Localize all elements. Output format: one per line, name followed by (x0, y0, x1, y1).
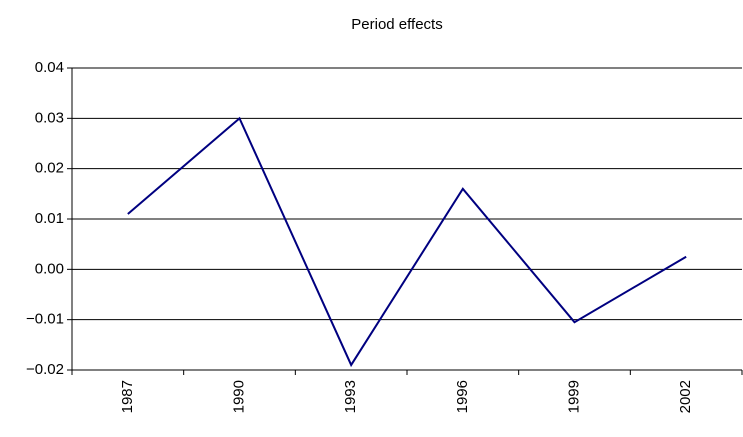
line-series (127, 116, 687, 368)
x-tick-label: 1993 (342, 380, 359, 413)
x-tick-label: 1987 (119, 380, 136, 413)
y-tick-label: 0.04 (35, 59, 64, 76)
y-tick-label: −0.01 (26, 311, 64, 328)
y-tick-label: 0.02 (35, 160, 64, 177)
y-tick-label: 0.01 (35, 210, 64, 227)
y-tick-label: 0.00 (35, 260, 64, 277)
y-tick-label: −0.02 (26, 361, 64, 378)
x-tick-label: 1996 (454, 380, 471, 413)
chart-title: Period effects (351, 16, 442, 33)
x-tick-label: 1999 (565, 380, 582, 413)
x-tick-label: 2002 (677, 380, 694, 413)
x-tick-label: 1990 (230, 380, 247, 413)
y-tick-label: 0.03 (35, 109, 64, 126)
